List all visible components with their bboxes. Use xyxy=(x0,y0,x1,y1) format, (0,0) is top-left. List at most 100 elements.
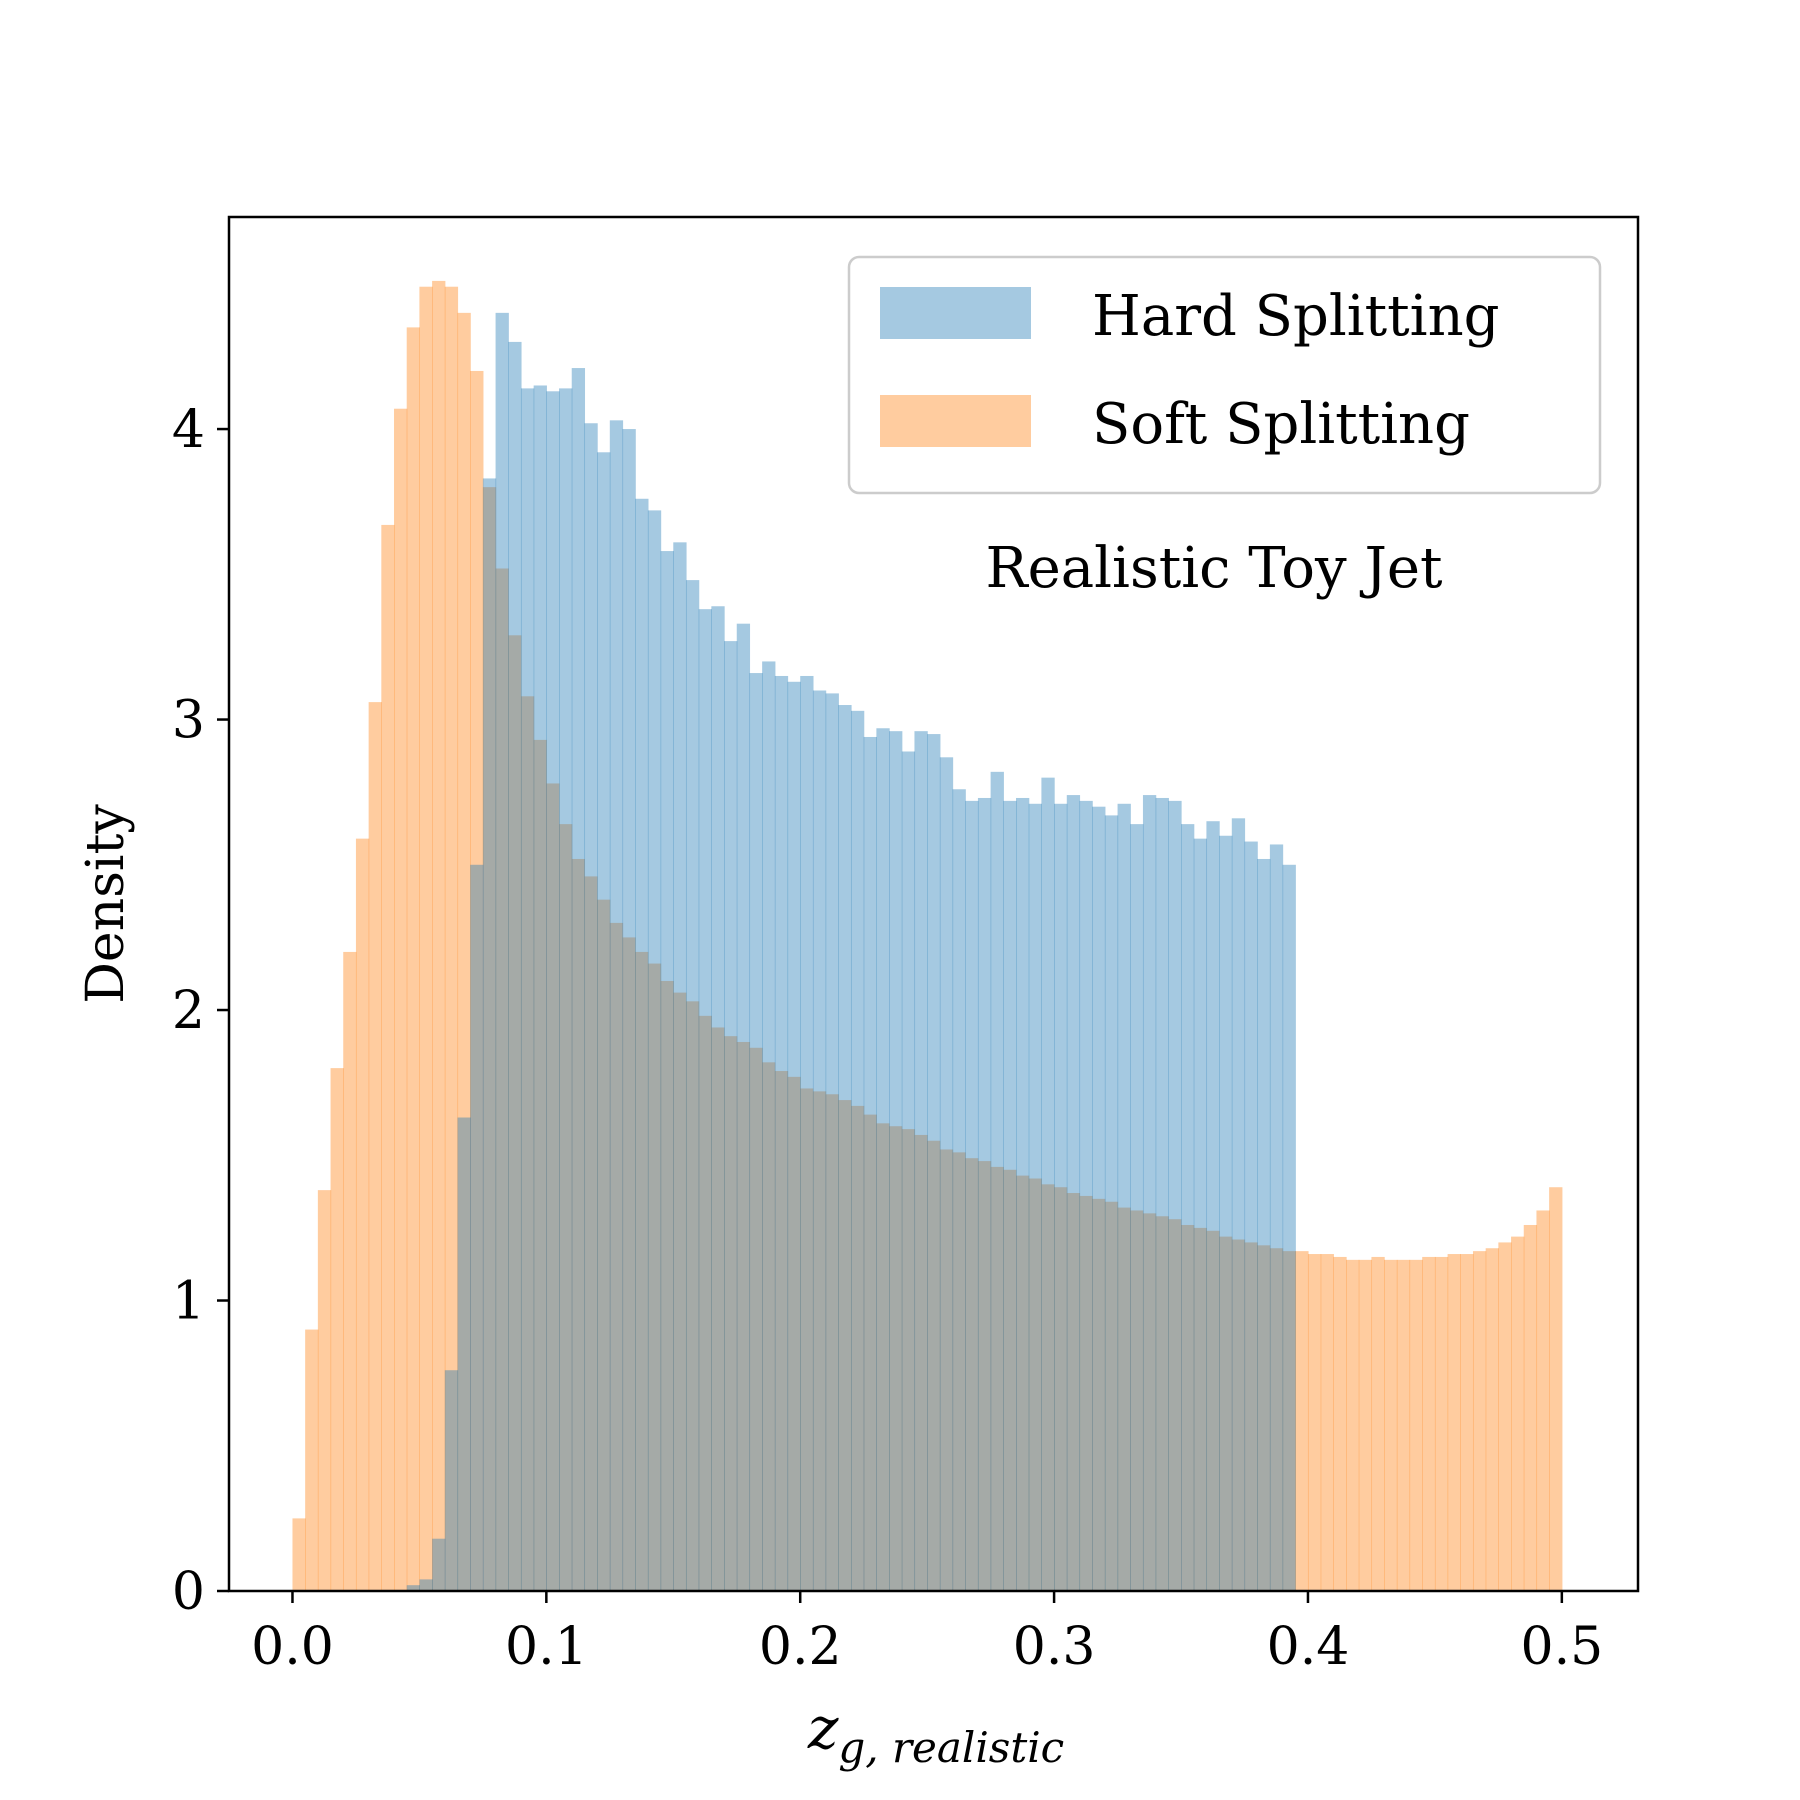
soft-splitting-bar xyxy=(711,1027,725,1591)
soft-splitting-bar xyxy=(1409,1259,1423,1591)
hard-splitting-bar xyxy=(457,1117,471,1591)
soft-splitting-bar xyxy=(1295,1251,1309,1591)
hard-splitting-bar xyxy=(647,510,662,1591)
hard-splitting-bar xyxy=(736,623,751,1591)
hard-splitting-bar xyxy=(685,580,700,1591)
legend: Hard Splitting Soft Splitting xyxy=(847,255,1602,495)
x-axis-label-subscript: g, realistic xyxy=(838,1723,1064,1772)
hard-splitting-bar xyxy=(1168,800,1182,1591)
soft-splitting-bar xyxy=(914,1134,928,1591)
y-tick-label: 0 xyxy=(172,1562,205,1622)
soft-splitting-bar xyxy=(1155,1216,1169,1591)
hard-splitting-bar xyxy=(1117,803,1131,1591)
soft-splitting-bar xyxy=(1269,1248,1284,1591)
hard-splitting-bar xyxy=(711,606,725,1591)
soft-splitting-bar xyxy=(584,876,598,1591)
soft-splitting-bar xyxy=(736,1041,751,1591)
legend-swatch-soft-splitting xyxy=(880,395,1031,447)
hard-splitting-bar xyxy=(889,731,903,1591)
hard-splitting-bar xyxy=(1028,803,1042,1591)
y-tick-label: 2 xyxy=(172,981,205,1041)
soft-splitting-bar xyxy=(876,1123,890,1591)
x-tick-label: 0.3 xyxy=(1013,1617,1096,1677)
soft-splitting-bar xyxy=(939,1149,954,1591)
soft-splitting-bar xyxy=(495,568,509,1591)
soft-splitting-bar xyxy=(1282,1251,1296,1591)
hard-splitting-bar xyxy=(1092,806,1106,1591)
soft-splitting-bar xyxy=(520,696,535,1591)
soft-splitting-bar xyxy=(1396,1259,1411,1591)
soft-splitting-bar xyxy=(1003,1169,1017,1591)
hard-splitting-bar xyxy=(1003,800,1017,1591)
soft-splitting-bar xyxy=(1472,1251,1487,1591)
soft-splitting-bar xyxy=(482,487,497,1591)
soft-splitting-bar xyxy=(838,1100,852,1591)
hard-splitting-bar xyxy=(965,800,979,1591)
soft-splitting-bar xyxy=(685,1001,700,1591)
soft-splitting-bar xyxy=(1244,1242,1258,1591)
hard-splitting-bar xyxy=(1282,864,1296,1591)
soft-splitting-bar xyxy=(660,980,674,1591)
soft-splitting-bar xyxy=(673,992,687,1591)
soft-splitting-bar xyxy=(1181,1224,1195,1591)
soft-splitting-bar xyxy=(470,370,484,1592)
soft-splitting-bar xyxy=(901,1129,916,1591)
soft-splitting-bar xyxy=(1193,1227,1208,1591)
x-axis-label: zg, realistic xyxy=(807,1694,1064,1772)
soft-splitting-bar xyxy=(762,1062,776,1591)
soft-splitting-bar xyxy=(457,312,471,1591)
hard-splitting-bar xyxy=(1066,795,1081,1591)
hard-splitting-bar xyxy=(1079,800,1093,1591)
y-tick-label: 4 xyxy=(172,400,205,460)
soft-splitting-bar xyxy=(1219,1236,1233,1591)
soft-splitting-bar xyxy=(343,951,357,1591)
hard-splitting-bar xyxy=(1054,803,1068,1591)
chart-annotation: Realistic Toy Jet xyxy=(985,536,1443,601)
soft-splitting-bar xyxy=(1485,1248,1499,1591)
y-axis-ticks: 0 1 2 3 4 xyxy=(172,400,229,1622)
hard-splitting-bar xyxy=(622,429,636,1591)
soft-splitting-bar xyxy=(977,1161,992,1591)
soft-splitting-bar xyxy=(635,951,649,1591)
hard-splitting-bar xyxy=(660,551,674,1591)
soft-splitting-bar xyxy=(1333,1256,1347,1591)
soft-splitting-bar xyxy=(609,922,624,1591)
legend-label-hard-splitting: Hard Splitting xyxy=(1092,284,1500,349)
hard-splitting-bar xyxy=(939,757,954,1591)
hard-splitting-bar xyxy=(812,690,827,1591)
hard-splitting-bar xyxy=(482,478,497,1592)
hard-splitting-bar xyxy=(546,391,560,1591)
y-tick-label: 3 xyxy=(172,691,205,751)
soft-splitting-bar xyxy=(1358,1259,1373,1591)
legend-label-soft-splitting: Soft Splitting xyxy=(1092,392,1470,457)
soft-splitting-bar xyxy=(1498,1242,1512,1591)
soft-splitting-bar xyxy=(1117,1207,1131,1591)
hard-splitting-bar xyxy=(1269,844,1284,1591)
soft-splitting-bar xyxy=(1422,1256,1436,1591)
soft-splitting-bar xyxy=(317,1190,332,1591)
soft-splitting-bar xyxy=(368,702,382,1591)
soft-splitting-bar xyxy=(698,1015,712,1591)
hard-splitting-bar xyxy=(724,641,738,1591)
soft-splitting-bar xyxy=(1460,1254,1474,1591)
hard-splitting-bar xyxy=(1181,824,1195,1591)
soft-splitting-bar xyxy=(1320,1254,1334,1591)
hard-splitting-bar xyxy=(635,498,649,1591)
soft-splitting-bar xyxy=(1231,1239,1246,1591)
hard-splitting-bar xyxy=(876,728,890,1591)
soft-splitting-bar xyxy=(1447,1254,1461,1591)
soft-splitting-bar xyxy=(533,739,547,1591)
soft-splitting-bar xyxy=(1536,1210,1550,1591)
soft-splitting-bar xyxy=(546,783,560,1591)
soft-splitting-bar xyxy=(1549,1187,1563,1591)
hard-splitting-bar xyxy=(508,341,522,1591)
x-tick-label: 0.2 xyxy=(759,1617,842,1677)
hard-splitting-bar xyxy=(1231,818,1246,1591)
soft-splitting-bar xyxy=(1079,1195,1093,1591)
hard-splitting-bar xyxy=(774,675,789,1591)
soft-splitting-bar xyxy=(622,937,636,1591)
soft-splitting-bar xyxy=(1054,1187,1068,1591)
legend-swatch-hard-splitting xyxy=(880,287,1031,339)
soft-splitting-bar xyxy=(1346,1259,1360,1591)
hard-splitting-bar xyxy=(1193,838,1208,1591)
